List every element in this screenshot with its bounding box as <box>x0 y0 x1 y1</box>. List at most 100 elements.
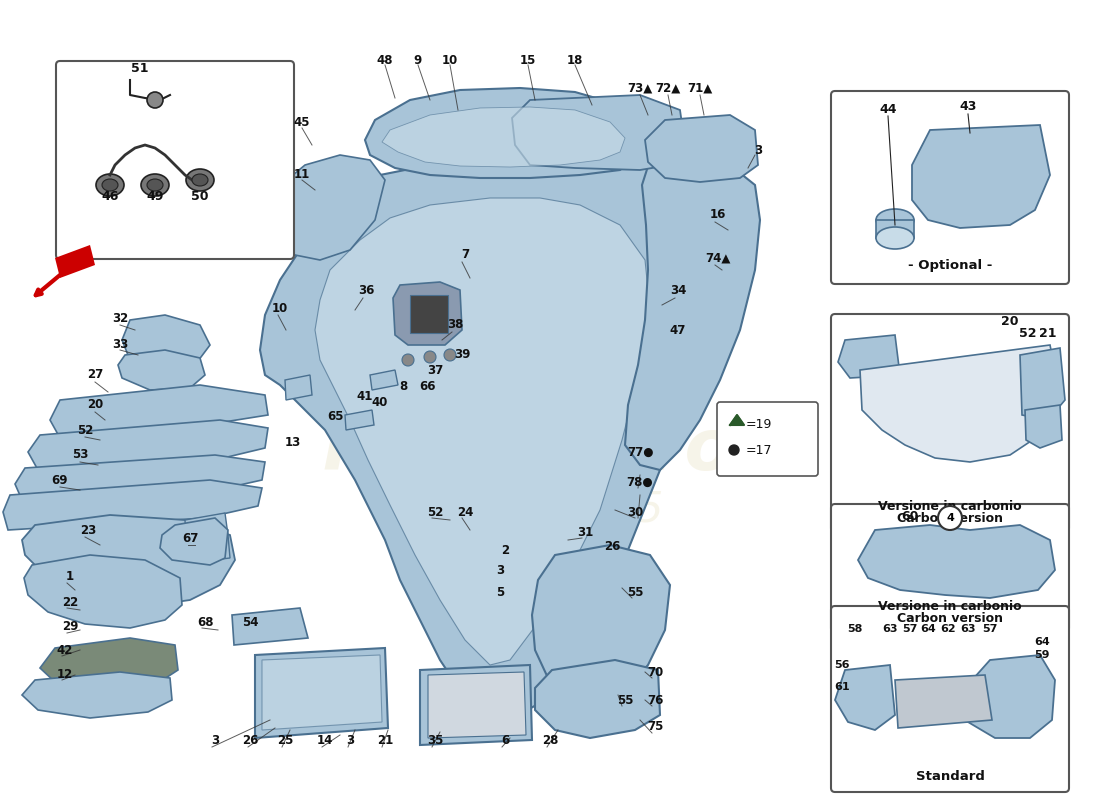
Polygon shape <box>625 155 760 470</box>
Text: 15: 15 <box>520 54 536 66</box>
Polygon shape <box>838 335 900 378</box>
Text: 40: 40 <box>372 395 388 409</box>
Text: - Optional -: - Optional - <box>908 259 992 272</box>
Ellipse shape <box>876 209 914 231</box>
Text: 60: 60 <box>901 510 918 523</box>
Text: 52: 52 <box>427 506 443 518</box>
Text: 73▲: 73▲ <box>627 82 652 94</box>
Circle shape <box>444 349 456 361</box>
Text: 25: 25 <box>277 734 294 747</box>
Text: 34: 34 <box>670 283 686 297</box>
Polygon shape <box>285 375 312 400</box>
Text: 32: 32 <box>112 311 128 325</box>
Text: 21: 21 <box>1040 327 1057 340</box>
Polygon shape <box>262 655 382 730</box>
Text: 66: 66 <box>420 381 437 394</box>
Bar <box>876 220 914 238</box>
Text: 21: 21 <box>377 734 393 747</box>
Circle shape <box>147 92 163 108</box>
Text: 10: 10 <box>272 302 288 314</box>
Text: 5: 5 <box>496 586 504 598</box>
Text: 57: 57 <box>902 624 917 634</box>
Polygon shape <box>268 155 385 260</box>
Text: 20: 20 <box>87 398 103 411</box>
Polygon shape <box>393 282 462 345</box>
Text: 56: 56 <box>834 660 849 670</box>
Text: 22: 22 <box>62 595 78 609</box>
Text: 3: 3 <box>496 563 504 577</box>
Text: 36: 36 <box>358 283 374 297</box>
Text: 20: 20 <box>1001 315 1019 328</box>
Polygon shape <box>185 513 228 540</box>
Text: 3: 3 <box>345 734 354 747</box>
Polygon shape <box>382 107 625 167</box>
Text: 55: 55 <box>617 694 634 706</box>
Polygon shape <box>22 515 235 605</box>
Text: 26: 26 <box>604 541 620 554</box>
Text: 7: 7 <box>461 249 469 262</box>
Text: =19: =19 <box>746 418 772 431</box>
Text: 46: 46 <box>101 190 119 203</box>
Text: 48: 48 <box>376 54 394 66</box>
Text: 45: 45 <box>294 115 310 129</box>
Ellipse shape <box>141 174 169 196</box>
Circle shape <box>402 354 414 366</box>
Text: 3: 3 <box>754 143 762 157</box>
Text: 35: 35 <box>427 734 443 747</box>
Text: 28: 28 <box>542 734 558 747</box>
Text: 9: 9 <box>414 54 422 66</box>
Text: 64: 64 <box>1034 637 1049 647</box>
Circle shape <box>938 506 962 530</box>
Polygon shape <box>28 420 268 470</box>
Polygon shape <box>15 455 265 500</box>
Polygon shape <box>912 125 1050 228</box>
Text: 33: 33 <box>112 338 128 351</box>
Polygon shape <box>535 660 660 738</box>
FancyBboxPatch shape <box>830 91 1069 284</box>
Polygon shape <box>50 385 268 438</box>
Text: 55: 55 <box>627 586 644 598</box>
Text: 78●: 78● <box>627 475 653 489</box>
Text: 23: 23 <box>80 523 96 537</box>
Polygon shape <box>232 608 308 645</box>
Text: 41: 41 <box>356 390 373 403</box>
Polygon shape <box>3 480 262 530</box>
Text: 49: 49 <box>146 190 164 203</box>
Text: 74▲: 74▲ <box>705 251 730 265</box>
Text: 77●: 77● <box>627 446 653 458</box>
Text: 70: 70 <box>647 666 663 678</box>
Text: 43: 43 <box>959 100 977 113</box>
Ellipse shape <box>102 179 118 191</box>
Text: 1: 1 <box>66 570 74 583</box>
Text: 3: 3 <box>211 734 219 747</box>
Text: 16: 16 <box>710 209 726 222</box>
Circle shape <box>424 351 436 363</box>
Polygon shape <box>645 115 758 182</box>
Ellipse shape <box>186 169 214 191</box>
Text: 52: 52 <box>77 423 94 437</box>
Text: 54: 54 <box>242 615 258 629</box>
Text: 6: 6 <box>500 734 509 747</box>
Text: 38: 38 <box>447 318 463 331</box>
Polygon shape <box>55 245 95 278</box>
Polygon shape <box>315 198 650 665</box>
Text: 2: 2 <box>500 543 509 557</box>
Text: 31: 31 <box>576 526 593 538</box>
Text: 30: 30 <box>627 506 644 518</box>
Text: 29: 29 <box>62 621 78 634</box>
Text: 4: 4 <box>946 513 954 523</box>
Polygon shape <box>345 410 374 430</box>
Polygon shape <box>118 350 205 390</box>
Text: 52: 52 <box>1020 327 1036 340</box>
Polygon shape <box>860 345 1060 462</box>
Polygon shape <box>160 518 228 565</box>
Text: 67: 67 <box>182 533 198 546</box>
Text: Carbon version: Carbon version <box>896 512 1003 525</box>
Polygon shape <box>370 370 398 390</box>
FancyBboxPatch shape <box>830 606 1069 792</box>
Bar <box>410 295 448 333</box>
Polygon shape <box>365 88 645 178</box>
Text: 12: 12 <box>57 667 73 681</box>
Polygon shape <box>512 95 685 170</box>
Ellipse shape <box>876 227 914 249</box>
